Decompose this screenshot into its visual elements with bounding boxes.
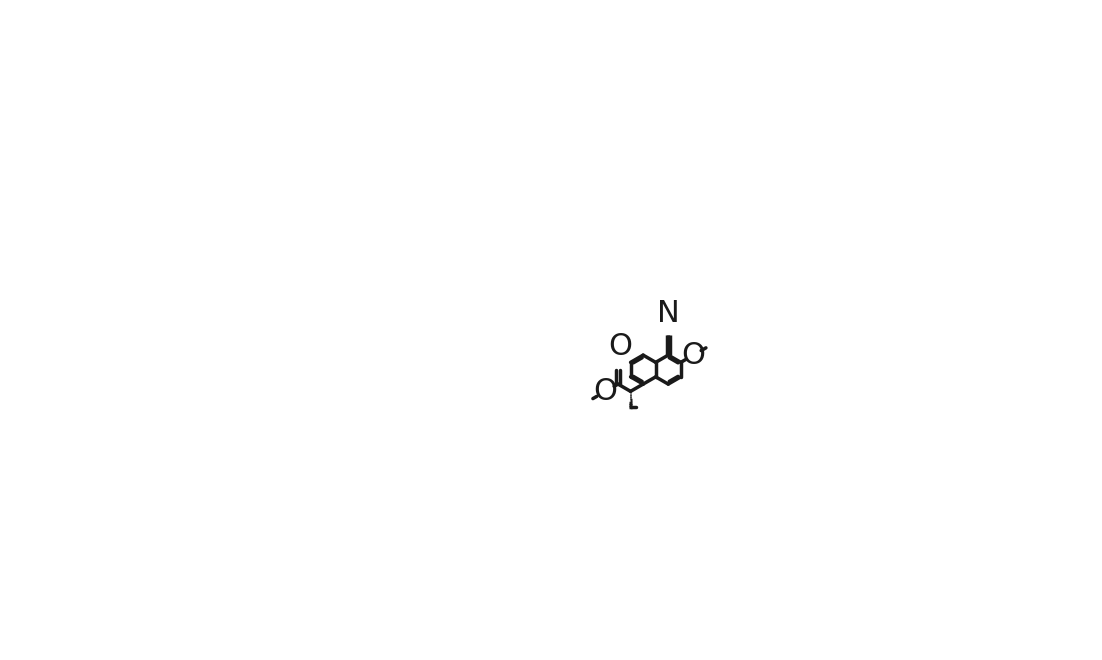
Text: O: O	[681, 341, 705, 370]
Text: O: O	[594, 377, 617, 406]
Text: O: O	[608, 331, 633, 360]
Text: N: N	[657, 299, 680, 328]
